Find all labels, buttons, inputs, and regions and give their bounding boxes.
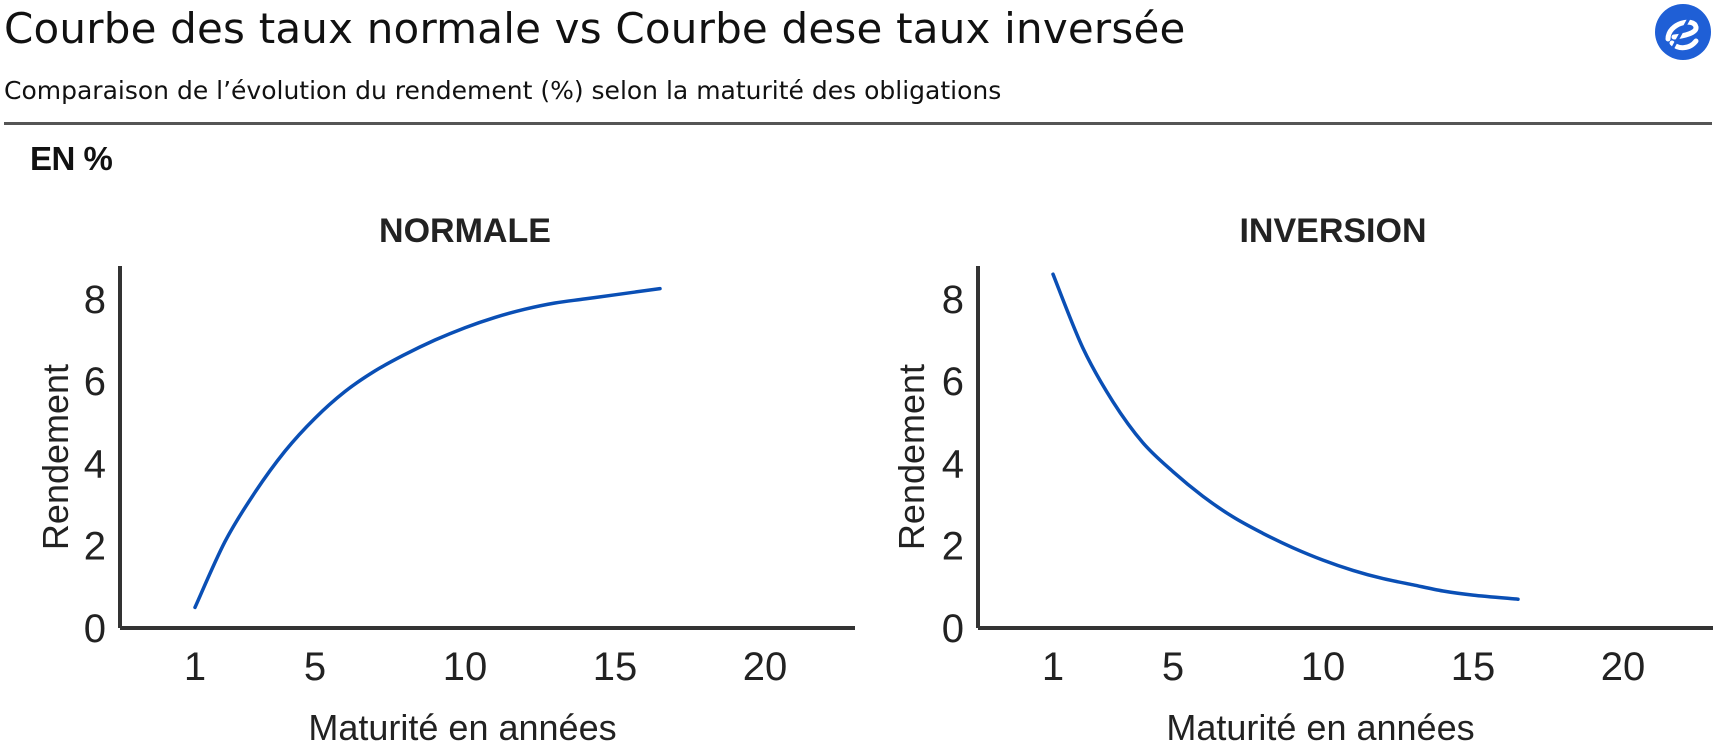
y-axis-label: Rendement: [891, 364, 932, 550]
x-tick-label: 5: [1162, 645, 1184, 689]
x-tick-label: 10: [1301, 645, 1346, 689]
x-tick-label: 20: [1601, 645, 1646, 689]
x-axis-label: Maturité en années: [1166, 707, 1474, 748]
y-tick-label: 4: [84, 442, 106, 486]
chart-title: NORMALE: [379, 212, 551, 250]
x-tick-label: 20: [743, 645, 788, 689]
y-tick-label: 2: [942, 525, 964, 569]
y-axis-label: Rendement: [35, 364, 76, 550]
y-tick-label: 4: [942, 442, 964, 486]
unit-label: EN %: [30, 140, 113, 177]
x-tick-label: 5: [304, 645, 326, 689]
page-subtitle: Comparaison de l’évolution du rendement …: [4, 76, 1002, 105]
y-tick-label: 0: [942, 607, 964, 651]
y-tick-label: 0: [84, 607, 106, 651]
x-tick-label: 15: [1451, 645, 1496, 689]
header-divider: [4, 122, 1712, 125]
x-tick-label: 10: [443, 645, 488, 689]
y-tick-label: 2: [84, 525, 106, 569]
x-axis-label: Maturité en années: [308, 707, 616, 748]
y-tick-label: 8: [84, 278, 106, 322]
y-tick-label: 8: [942, 278, 964, 322]
series-line: [1051, 272, 1520, 601]
x-tick-label: 1: [1042, 645, 1064, 689]
y-tick-label: 6: [942, 360, 964, 404]
series-line: [193, 286, 662, 610]
x-tick-label: 15: [593, 645, 638, 689]
y-tick-label: 6: [84, 360, 106, 404]
e-logo-icon: [1655, 4, 1711, 60]
page-title: Courbe des taux normale vs Courbe dese t…: [4, 4, 1186, 53]
chart-title: INVERSION: [1239, 212, 1426, 250]
x-tick-label: 1: [184, 645, 206, 689]
